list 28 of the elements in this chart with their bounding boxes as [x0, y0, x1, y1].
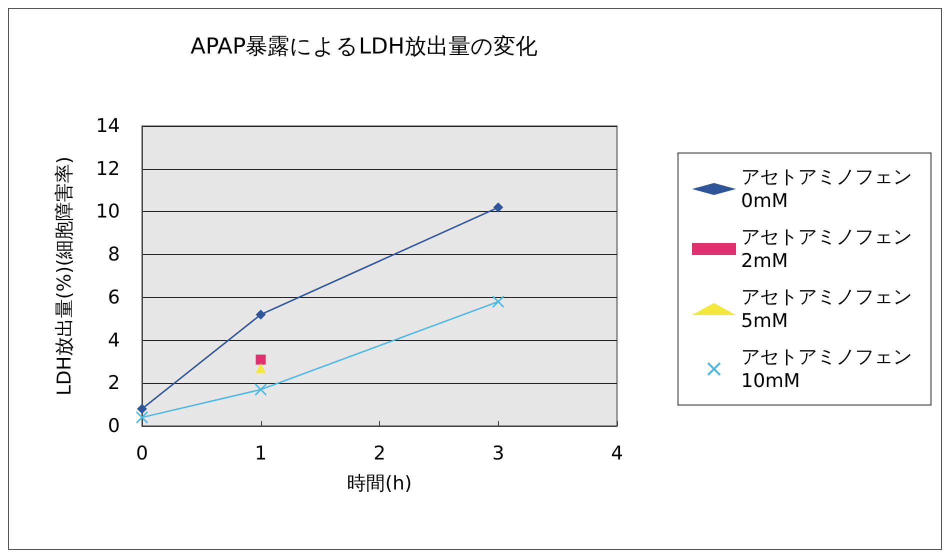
point [137, 404, 147, 414]
x-tick-label: 2 [373, 442, 386, 464]
chart-title: APAP暴露によるLDH放出量の変化 [190, 34, 538, 60]
y-tick-label: 10 [96, 200, 120, 223]
y-tick-label: 6 [108, 286, 120, 308]
x-tick-label: 0 [136, 442, 148, 464]
point [256, 363, 266, 374]
point [492, 295, 504, 308]
legend-label: アセトアミノフェン 2mM [741, 226, 918, 272]
x-tick-label: 3 [492, 442, 504, 464]
y-tick-label: 4 [108, 329, 120, 352]
point [256, 354, 266, 365]
x-tick-label: 4 [610, 442, 624, 464]
legend-label: アセトアミノフェン 10mM [741, 346, 918, 392]
y-tick-label: 14 [96, 115, 120, 137]
y-axis-title: LDH放出量(%)(細胞障害率) [54, 156, 76, 396]
point [256, 310, 266, 320]
point [136, 411, 148, 424]
point [493, 202, 504, 212]
y-tick-label: 12 [96, 158, 120, 180]
y-tick-label: 0 [108, 415, 120, 437]
legend-label: アセトアミノフェン 0mM [741, 166, 918, 212]
x-axis-title: 時間(h) [347, 472, 412, 494]
y-tick-label: 2 [108, 372, 120, 394]
legend-label: アセトアミノフェン 5mM [741, 286, 918, 332]
y-tick-label: 8 [108, 244, 120, 266]
x-tick-label: 1 [254, 442, 267, 464]
point [254, 383, 267, 396]
